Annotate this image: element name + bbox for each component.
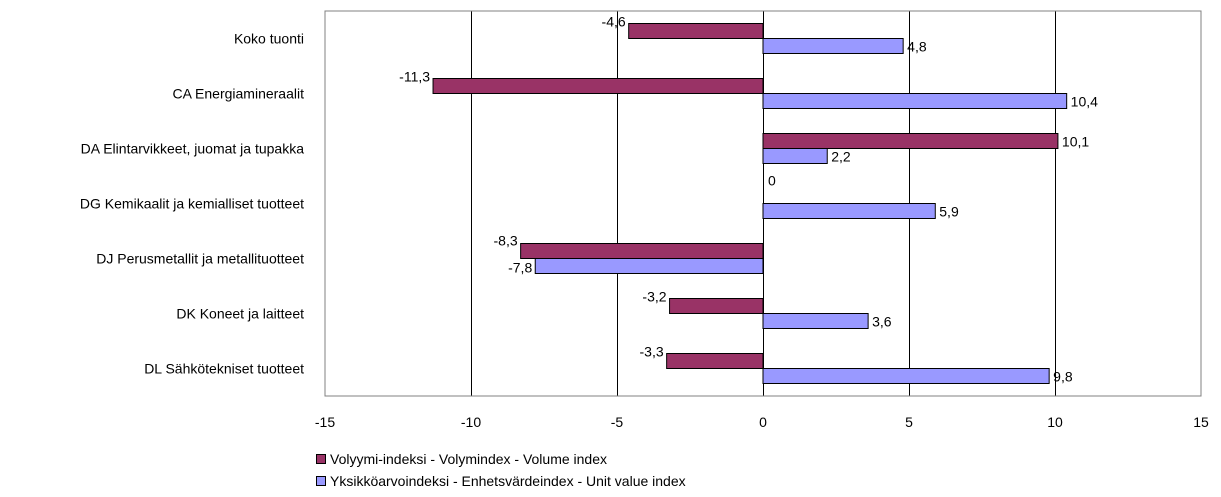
legend-label-unit-value: Yksikköarvoindeksi - Enhetsvärdeindex - … [330,473,686,489]
bar-unit-value [534,258,764,274]
category-labels: Koko tuonti CA Energiamineraalit DA Elinta… [80,31,304,377]
bar-unit-value [762,368,1050,384]
data-label-volume: -11,3 [399,69,430,85]
x-tick-label: -10 [461,414,481,430]
data-label-volume: 0 [768,173,776,189]
category-label: DJ Perusmetallit ja metallituotteet [96,251,304,267]
bar-unit-value [762,148,828,164]
data-label-volume: -3,3 [640,344,664,360]
bar-volume [762,133,1059,149]
legend-label-volume: Volyymi-indeksi - Volymindex - Volume in… [330,451,608,467]
bar-unit-value [762,313,869,329]
legend-swatch-volume [316,454,326,464]
bar-unit-value [762,38,904,54]
x-tick-label: 10 [1047,414,1063,430]
category-label: DA Elintarvikkeet, juomat ja tupakka [81,141,305,157]
data-label-unit-value: 3,6 [872,314,892,330]
x-tick-label: 5 [905,414,913,430]
bar-unit-value [762,203,936,219]
legend: Volyymi-indeksi - Volymindex - Volume in… [316,448,686,492]
bar-volume [432,78,764,94]
data-label-unit-value: 10,4 [1071,94,1098,110]
data-label-unit-value: 5,9 [939,204,959,220]
data-label-volume: -4,6 [602,14,626,30]
category-label: CA Energiamineraalit [172,86,304,102]
category-label: Koko tuonti [234,31,304,47]
data-label-unit-value: -7,8 [508,260,532,276]
bars [432,23,1068,384]
legend-item-volume: Volyymi-indeksi - Volymindex - Volume in… [316,448,686,470]
bar-volume [520,243,764,259]
data-label-volume: 10,1 [1062,134,1089,150]
data-label-volume: -3,2 [642,289,666,305]
data-label-unit-value: 4,8 [907,39,927,55]
x-tick-label: 0 [759,414,767,430]
category-label: DG Kemikaalit ja kemialliset tuotteet [80,196,304,212]
x-tick-label: -15 [315,414,335,430]
plot-area [324,10,1202,397]
data-label-unit-value: 2,2 [831,149,851,165]
category-label: DL Sähkötekniset tuotteet [144,361,304,377]
data-label-unit-value: 9,8 [1053,369,1073,385]
x-axis-tick-labels: -15 -10 -5 0 5 10 15 [315,414,1209,430]
data-label-volume: -8,3 [494,233,518,249]
x-tick-label: -5 [611,414,624,430]
legend-swatch-unit-value [316,476,326,486]
legend-item-unit-value: Yksikköarvoindeksi - Enhetsvärdeindex - … [316,470,686,492]
bar-volume [669,298,764,314]
bar-volume [628,23,764,39]
data-labels: -4,6 4,8 -11,3 10,4 10,1 2,2 0 5,9 -8,3 -7,8 -3,2 3… [399,14,1098,385]
x-tick-label: 15 [1193,414,1209,430]
bar-volume [666,353,764,369]
category-label: DK Koneet ja laitteet [176,306,304,322]
bar-unit-value [762,93,1068,109]
